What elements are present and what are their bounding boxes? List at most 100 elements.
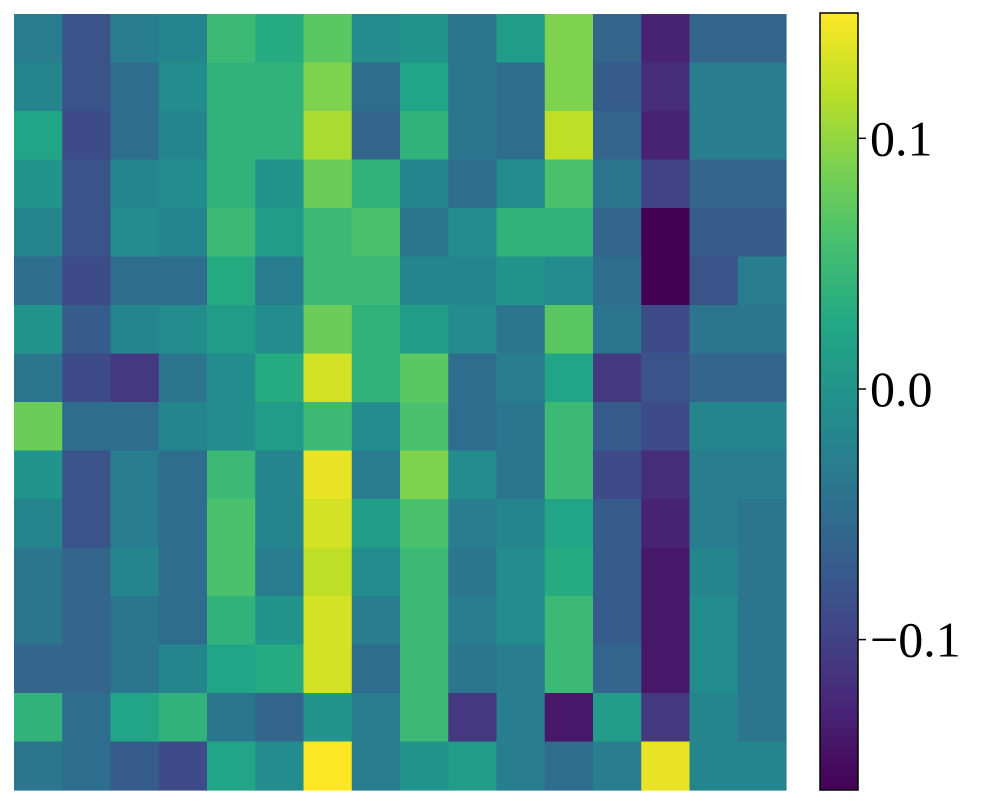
heatmap-cell-r9-c11 [544,450,594,500]
heatmap-cell-r1-c9 [448,62,498,112]
heatmap-cell-r3-c9 [448,159,498,209]
heatmap-cell-r7-c8 [400,353,449,403]
colorbar-tick-label: −0.1 [870,612,961,668]
heatmap-cell-r6-c3 [158,305,208,355]
heatmap-cell-r2-c14 [689,111,739,161]
heatmap-cell-r9-c12 [593,450,642,500]
heatmap-cell-r1-c12 [593,62,642,112]
heatmap-cell-r11-c3 [158,547,208,597]
heatmap-cell-r0-c9 [448,14,498,64]
heatmap-cell-r0-c11 [544,14,594,64]
heatmap-cell-r15-c9 [448,741,498,791]
heatmap-cell-r3-c2 [110,159,160,209]
heatmap-cell-r1-c0 [14,62,63,112]
heatmap-cell-r12-c13 [641,596,691,646]
heatmap-cell-r14-c11 [544,693,594,743]
heatmap-cell-r2-c15 [737,111,787,161]
heatmap-cell-r7-c12 [593,353,642,403]
heatmap-cell-r11-c11 [544,547,594,597]
heatmap-cell-r0-c8 [400,14,449,64]
heatmap-cell-r5-c5 [255,256,305,306]
heatmap-cell-r10-c11 [544,499,594,549]
heatmap-cell-r9-c14 [689,450,739,500]
heatmap-cell-r8-c1 [62,402,112,452]
heatmap-cell-r10-c15 [737,499,787,549]
heatmap-cell-r0-c1 [62,14,112,64]
heatmap-cell-r1-c7 [351,62,401,112]
heatmap-cell-r11-c5 [255,547,305,597]
heatmap-cell-r4-c4 [207,208,256,258]
heatmap-cell-r0-c15 [737,14,787,64]
heatmap-cell-r15-c0 [14,741,63,791]
heatmap-cell-r4-c13 [641,208,691,258]
heatmap-cell-r11-c13 [641,547,691,597]
heatmap-cell-r0-c5 [255,14,305,64]
heatmap-cell-r11-c15 [737,547,787,597]
heatmap-cell-r4-c5 [255,208,305,258]
heatmap-cell-r3-c12 [593,159,642,209]
heatmap-cell-r9-c1 [62,450,112,500]
heatmap-cell-r7-c3 [158,353,208,403]
heatmap-cell-r7-c9 [448,353,498,403]
heatmap-cell-r13-c0 [14,644,63,694]
heatmap-cell-r7-c15 [737,353,787,403]
heatmap-cell-r5-c0 [14,256,63,306]
heatmap-cell-r6-c12 [593,305,642,355]
heatmap-cell-r2-c1 [62,111,112,161]
heatmap-cell-r15-c12 [593,741,642,791]
heatmap-cell-r15-c7 [351,741,401,791]
heatmap-cell-r10-c2 [110,499,160,549]
heatmap-cell-r3-c8 [400,159,449,209]
heatmap-cell-r6-c6 [303,305,353,355]
heatmap-cell-r14-c12 [593,693,642,743]
heatmap-cell-r11-c4 [207,547,256,597]
heatmap-cell-r5-c3 [158,256,208,306]
heatmap-cell-r15-c3 [158,741,208,791]
heatmap-cell-r8-c4 [207,402,256,452]
heatmap-cell-r7-c0 [14,353,63,403]
heatmap-cell-r1-c3 [158,62,208,112]
heatmap-cell-r9-c6 [303,450,353,500]
heatmap-cell-r6-c2 [110,305,160,355]
heatmap-cell-r6-c11 [544,305,594,355]
heatmap-cell-r10-c8 [400,499,449,549]
heatmap-cell-r12-c0 [14,596,63,646]
heatmap-cell-r12-c9 [448,596,498,646]
heatmap-cell-r3-c13 [641,159,691,209]
heatmap-cell-r4-c15 [737,208,787,258]
heatmap-cell-r6-c15 [737,305,787,355]
heatmap-cell-r3-c15 [737,159,787,209]
heatmap-cell-r8-c3 [158,402,208,452]
heatmap-cell-r9-c2 [110,450,160,500]
heatmap-cell-r6-c0 [14,305,63,355]
heatmap-cell-r10-c6 [303,499,353,549]
heatmap-cell-r0-c4 [207,14,256,64]
heatmap-cell-r7-c10 [496,353,546,403]
heatmap-cell-r9-c10 [496,450,546,500]
heatmap-cell-r8-c13 [641,402,691,452]
heatmap-cell-r4-c0 [14,208,63,258]
heatmap-cell-r12-c15 [737,596,787,646]
heatmap-cell-r10-c0 [14,499,63,549]
heatmap-cell-r13-c8 [400,644,449,694]
heatmap-cell-r0-c6 [303,14,353,64]
heatmap-cell-r6-c8 [400,305,449,355]
heatmap-cell-r8-c0 [14,402,63,452]
heatmap-cell-r11-c7 [351,547,401,597]
heatmap-cell-r6-c10 [496,305,546,355]
heatmap-cell-r13-c10 [496,644,546,694]
heatmap-cell-r11-c10 [496,547,546,597]
heatmap-cell-r2-c10 [496,111,546,161]
heatmap-cell-r4-c14 [689,208,739,258]
colorbar-tick-label: 0.0 [870,361,933,417]
heatmap-cell-r10-c3 [158,499,208,549]
heatmap-cell-r12-c11 [544,596,594,646]
heatmap-cell-r10-c12 [593,499,642,549]
heatmap-cell-r3-c4 [207,159,256,209]
heatmap-cell-r11-c8 [400,547,449,597]
heatmap-cell-r9-c8 [400,450,449,500]
colorbar-ticks: 0.1 0.0 −0.1 [858,110,961,668]
heatmap-cell-r11-c9 [448,547,498,597]
heatmap-cell-r8-c14 [689,402,739,452]
